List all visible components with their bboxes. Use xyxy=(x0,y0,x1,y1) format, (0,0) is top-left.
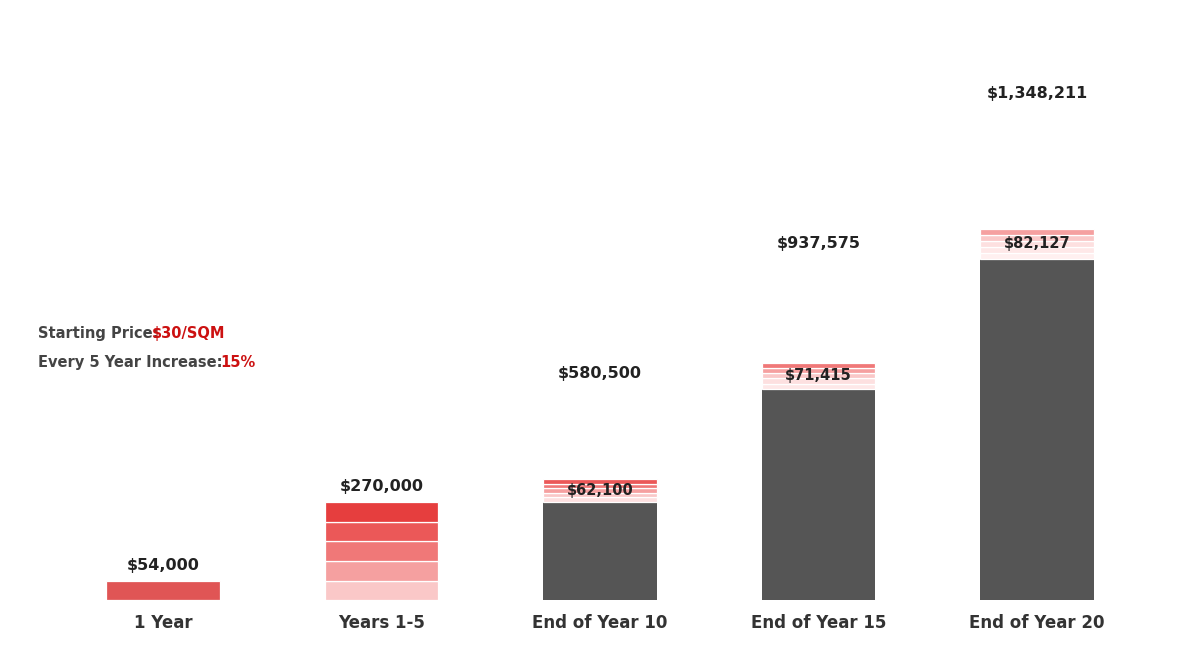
Bar xyxy=(762,368,875,374)
Bar xyxy=(325,541,438,561)
Text: $71,415: $71,415 xyxy=(785,368,852,383)
Text: $937,575: $937,575 xyxy=(776,236,860,251)
Bar xyxy=(980,229,1094,235)
Text: $82,127: $82,127 xyxy=(1003,236,1070,251)
Text: $1,348,211: $1,348,211 xyxy=(986,86,1087,101)
Bar xyxy=(325,502,438,522)
Text: Every 5 Year Increase:: Every 5 Year Increase: xyxy=(38,355,228,370)
Bar xyxy=(762,389,875,600)
Bar xyxy=(762,374,875,379)
Bar xyxy=(980,241,1094,247)
Bar xyxy=(980,253,1094,259)
Bar xyxy=(762,363,875,368)
Bar xyxy=(544,502,656,600)
Bar xyxy=(762,384,875,389)
Text: $270,000: $270,000 xyxy=(340,479,424,494)
Bar xyxy=(544,484,656,488)
Text: $580,500: $580,500 xyxy=(558,366,642,381)
Bar xyxy=(980,247,1094,253)
Bar xyxy=(106,581,220,600)
Text: $30/SQM: $30/SQM xyxy=(151,326,226,342)
Text: $62,100: $62,100 xyxy=(566,483,634,498)
Bar xyxy=(980,259,1094,600)
Bar xyxy=(325,522,438,541)
Bar xyxy=(325,581,438,600)
Bar xyxy=(980,235,1094,241)
Text: Starting Price:: Starting Price: xyxy=(38,326,164,342)
Text: $54,000: $54,000 xyxy=(126,558,199,573)
Bar xyxy=(544,488,656,493)
Text: 15%: 15% xyxy=(220,355,256,370)
Bar xyxy=(544,498,656,502)
Bar xyxy=(544,479,656,484)
Bar xyxy=(325,561,438,581)
Bar xyxy=(544,493,656,498)
Bar xyxy=(762,379,875,384)
